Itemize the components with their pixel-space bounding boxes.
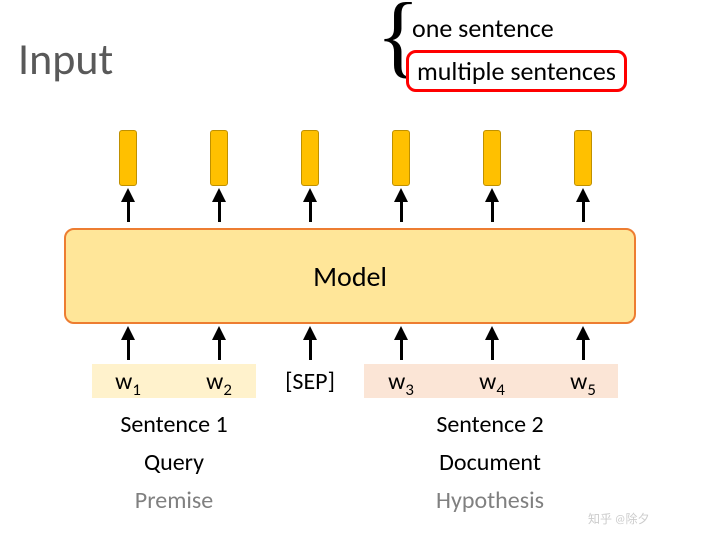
arrow-head	[121, 326, 135, 340]
arrow-head	[212, 326, 226, 340]
output-vector	[392, 130, 410, 186]
model-box: Model	[64, 228, 636, 324]
arrow-head	[485, 188, 499, 202]
output-vector	[210, 130, 228, 186]
arrow-head	[121, 188, 135, 202]
output-vector	[483, 130, 501, 186]
arrow	[218, 200, 221, 222]
option-multiple-sentences: multiple sentences	[406, 50, 627, 92]
output-vector	[574, 130, 592, 186]
bottom-label: Document	[390, 448, 590, 477]
bottom-label: Sentence 2	[390, 410, 590, 439]
arrow	[309, 200, 312, 222]
arrow	[218, 338, 221, 360]
token-label: w4	[452, 367, 532, 400]
option-one-sentence: one sentence	[412, 12, 554, 44]
token-label: [SEP]	[270, 367, 350, 396]
arrow	[582, 338, 585, 360]
output-vector	[119, 130, 137, 186]
watermark: 知乎 @除夕	[588, 510, 649, 527]
output-vector	[301, 130, 319, 186]
arrow-head	[303, 188, 317, 202]
arrow-head	[394, 326, 408, 340]
arrow	[400, 338, 403, 360]
model-label: Model	[313, 259, 387, 294]
arrow	[582, 200, 585, 222]
token-label: w5	[543, 367, 623, 400]
diagram-title: Input	[18, 32, 113, 86]
arrow	[400, 200, 403, 222]
arrow	[127, 200, 130, 222]
bottom-label: Query	[74, 448, 274, 477]
arrow	[491, 200, 494, 222]
arrow-head	[485, 326, 499, 340]
arrow-head	[394, 188, 408, 202]
arrow	[127, 338, 130, 360]
token-label: w3	[361, 367, 441, 400]
token-label: w2	[179, 367, 259, 400]
arrow-head	[303, 326, 317, 340]
arrow-head	[576, 326, 590, 340]
bottom-label: Sentence 1	[74, 410, 274, 439]
arrow	[491, 338, 494, 360]
token-label: w1	[88, 367, 168, 400]
bottom-label: Hypothesis	[390, 486, 590, 515]
arrow	[309, 338, 312, 360]
bottom-label: Premise	[74, 486, 274, 515]
arrow-head	[576, 188, 590, 202]
arrow-head	[212, 188, 226, 202]
